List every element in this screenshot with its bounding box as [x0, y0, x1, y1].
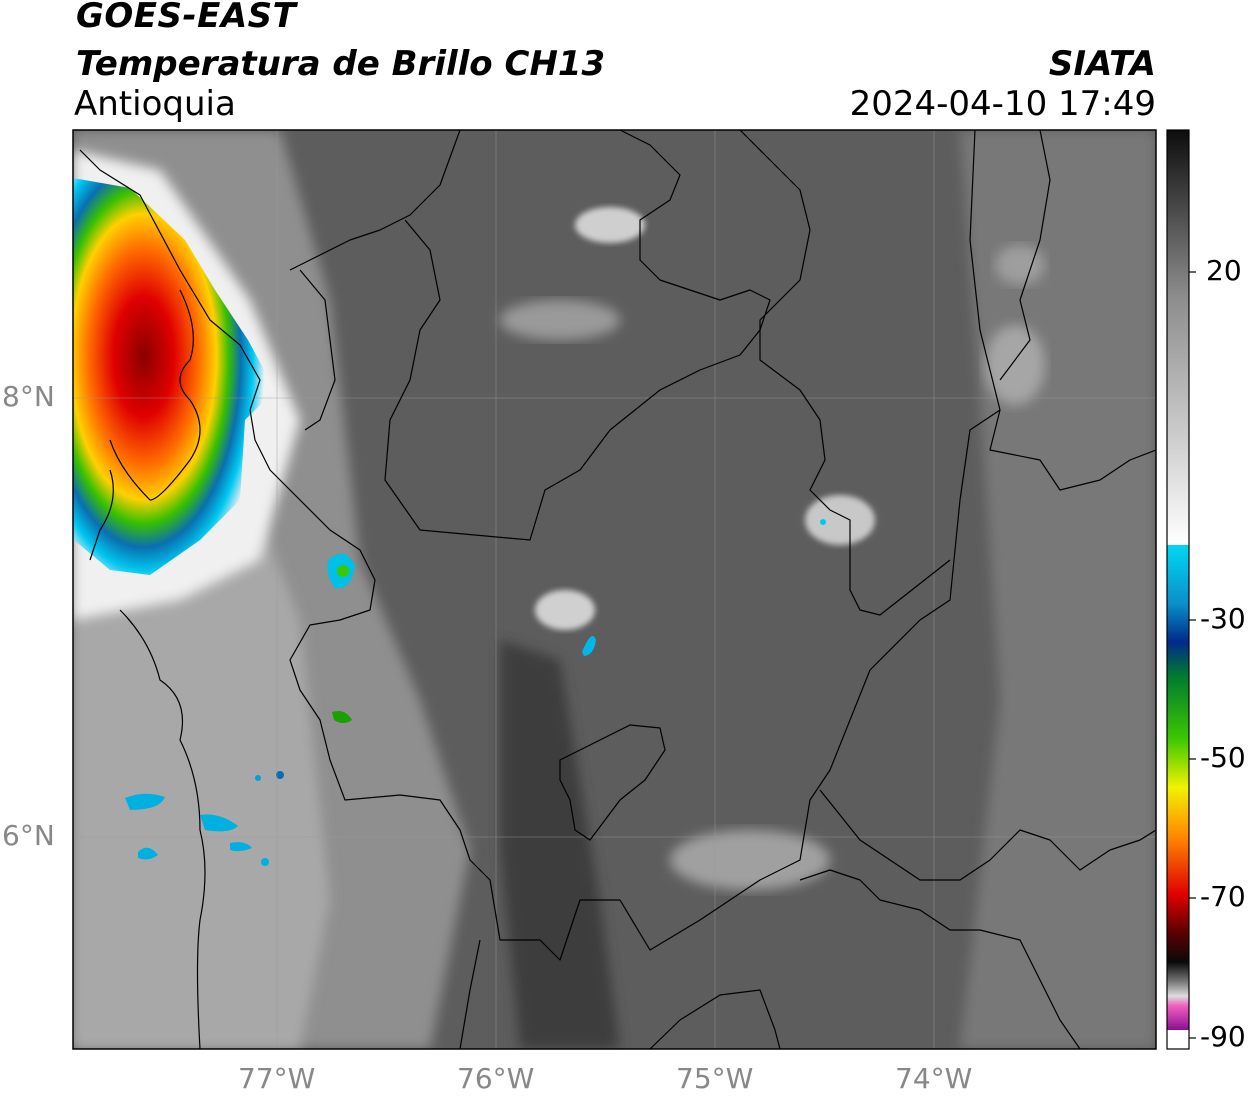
satellite-title: GOES-EAST	[76, 0, 297, 36]
region-title: Antioquia	[74, 84, 236, 124]
colorbar-tick-neg70: -70	[1200, 880, 1246, 913]
timestamp-label: 2024-04-10 17:49	[849, 84, 1156, 124]
colorbar-tick-neg90: -90	[1200, 1020, 1246, 1053]
lat-label-8n: 8°N	[2, 380, 55, 413]
colorbar	[1166, 129, 1196, 1050]
lon-label-75w: 75°W	[676, 1062, 754, 1095]
product-title: Temperatura de Brillo CH13	[76, 44, 606, 84]
satellite-image	[73, 130, 1156, 1049]
colorbar-tick-neg30: -30	[1200, 602, 1246, 635]
lat-label-6n: 6°N	[2, 819, 55, 852]
colorbar-tick-20: 20	[1206, 254, 1242, 287]
map-frame	[72, 129, 1157, 1050]
lon-label-74w: 74°W	[895, 1062, 973, 1095]
colorbar-tick-neg50: -50	[1200, 741, 1246, 774]
organization-label: SIATA	[1048, 44, 1156, 84]
lon-label-77w: 77°W	[238, 1062, 316, 1095]
lon-label-76w: 76°W	[457, 1062, 535, 1095]
